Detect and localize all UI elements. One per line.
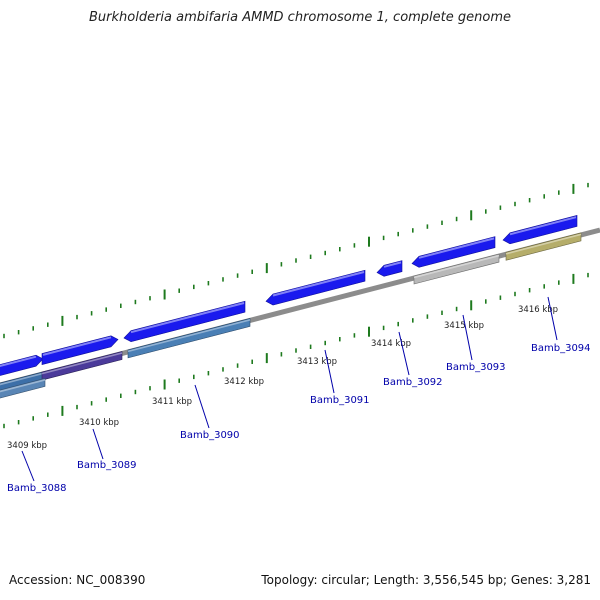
scale-label: 3414 kbp [371, 339, 411, 349]
gene-leader-line [462, 314, 473, 361]
gene-leader-line [324, 349, 335, 394]
scale-label: 3415 kbp [444, 321, 484, 331]
gene-arrow-bamb_3094-highlight [509, 216, 577, 236]
gene-label: Bamb_3091 [310, 395, 370, 406]
scale-label: 3411 kbp [152, 397, 192, 407]
feature-bar-bamb_3088-lower-highlight [0, 379, 46, 393]
gene-label: Bamb_3089 [77, 460, 137, 471]
scale-label: 3410 kbp [79, 418, 119, 428]
scale-label: 3413 kbp [297, 357, 337, 367]
feature-bar-bamb_3093-highlight [413, 254, 500, 279]
scale-labels: 3409 kbp 3410 kbp 3411 kbp 3412 kbp 3413 kbp… [7, 305, 558, 451]
gene-leader-line [21, 450, 35, 482]
scale-label: 3409 kbp [7, 441, 47, 451]
gene-leader-line [92, 428, 104, 460]
map-title: Burkholderia ambifaria AMMD chromosome 1… [88, 10, 512, 25]
feature-bar-bamb_3088-highlight [0, 372, 46, 386]
gene-arrow-bamb_3089-highlight [42, 336, 112, 356]
gene-arrow-bamb_3092-highlight [383, 261, 402, 268]
gene-label: Bamb_3088 [7, 483, 67, 494]
gene-features [0, 215, 582, 399]
feature-bar-bamb_3089-highlight [41, 352, 123, 375]
lower-tick-track [3, 272, 589, 429]
scale-label: 3412 kbp [224, 377, 264, 387]
gene-label: Bamb_3093 [446, 362, 506, 373]
gene-label: Bamb_3090 [180, 430, 240, 441]
scale-label: 3416 kbp [518, 305, 558, 315]
gene-arrow-bamb_3088-highlight [0, 355, 37, 368]
feature-bar-bamb_3094-highlight [505, 233, 582, 255]
gene-arrow-bamb_3093-highlight [418, 237, 495, 259]
upper-tick-track [3, 182, 589, 339]
gene-arrow-bamb_3091-highlight [272, 271, 365, 297]
accession-text: Accession: NC_008390 [9, 573, 146, 587]
feature-bar-bamb_3090-highlight [127, 319, 251, 353]
gene-leader-line [547, 296, 558, 341]
gene-leader-line [194, 384, 210, 429]
gene-label: Bamb_3092 [383, 377, 443, 388]
gene-label: Bamb_3094 [531, 343, 591, 354]
gene-arrow-bamb_3088 [0, 354, 44, 376]
gene-arrow-bamb_3089 [41, 335, 119, 365]
gene-labels: Bamb_3088 Bamb_3089 Bamb_3090 Bamb_3091 Bamb… [7, 296, 591, 494]
genome-summary: Topology: circular; Length: 3,556,545 bp… [261, 573, 591, 587]
gene-arrow-bamb_3090-highlight [130, 302, 245, 334]
gene-leader-line [398, 331, 410, 376]
